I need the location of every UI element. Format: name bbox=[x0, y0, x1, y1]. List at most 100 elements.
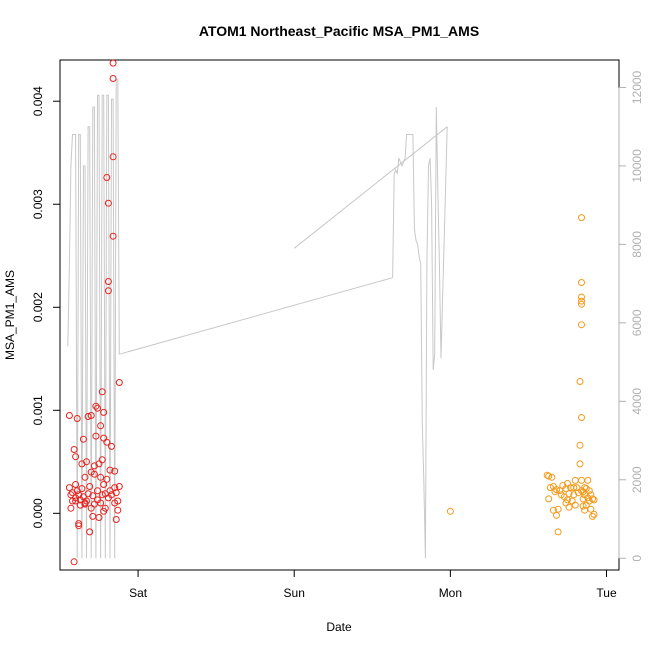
data-point bbox=[576, 460, 584, 468]
x-tick-label: Sun bbox=[284, 586, 305, 600]
y-tick-label: 0.004 bbox=[31, 86, 45, 116]
line-series-mon bbox=[293, 126, 448, 249]
data-point bbox=[112, 489, 120, 497]
data-point bbox=[104, 278, 112, 285]
data-point bbox=[578, 476, 585, 484]
data-point bbox=[86, 528, 94, 536]
data-point bbox=[83, 458, 90, 466]
data-point bbox=[589, 495, 596, 503]
data-point bbox=[570, 484, 578, 492]
y-right-tick-label: 4000 bbox=[630, 388, 644, 415]
y-right-tick-label: 8000 bbox=[630, 231, 644, 258]
data-point bbox=[578, 279, 585, 286]
x-tick-label: Tue bbox=[596, 586, 617, 600]
data-point bbox=[114, 497, 122, 505]
data-point bbox=[78, 485, 86, 493]
line-series-bridge bbox=[119, 277, 393, 355]
data-point bbox=[72, 453, 80, 461]
y-right-tick-label: 12000 bbox=[630, 70, 644, 104]
data-point bbox=[581, 506, 589, 514]
data-point bbox=[95, 514, 103, 521]
data-point bbox=[90, 500, 98, 508]
data-point bbox=[90, 470, 98, 478]
data-point bbox=[103, 174, 111, 181]
data-point bbox=[98, 491, 106, 499]
x-tick-label: Sat bbox=[129, 586, 148, 600]
y-right-tick-label: 6000 bbox=[630, 309, 644, 336]
x-tick-label: Mon bbox=[439, 586, 462, 600]
data-point bbox=[551, 488, 559, 496]
data-point bbox=[87, 412, 95, 419]
data-point bbox=[108, 442, 115, 450]
x-axis-label: Date bbox=[326, 620, 352, 634]
data-point bbox=[111, 484, 119, 492]
data-point bbox=[565, 490, 573, 498]
data-point bbox=[578, 300, 585, 308]
line-series-right bbox=[392, 107, 448, 559]
data-point bbox=[589, 512, 596, 520]
point-layer bbox=[65, 59, 598, 566]
data-point bbox=[578, 321, 585, 329]
data-point bbox=[571, 476, 579, 484]
data-point bbox=[70, 558, 78, 566]
data-point bbox=[549, 506, 557, 514]
data-point bbox=[576, 378, 584, 385]
data-point bbox=[79, 435, 87, 443]
data-point bbox=[579, 502, 587, 510]
data-point bbox=[72, 497, 80, 505]
data-point bbox=[578, 297, 585, 305]
data-point bbox=[97, 473, 105, 481]
y-right-tick-label: 2000 bbox=[630, 466, 644, 493]
y-tick-label: 0.000 bbox=[31, 498, 45, 528]
data-point bbox=[546, 484, 554, 492]
data-point bbox=[92, 432, 100, 440]
plot-frame bbox=[59, 59, 620, 571]
data-point bbox=[590, 510, 598, 518]
line-series-left bbox=[67, 79, 120, 559]
data-point bbox=[70, 446, 78, 453]
y-tick-label: 0.003 bbox=[31, 189, 45, 219]
data-point bbox=[100, 481, 108, 488]
data-point bbox=[553, 486, 560, 494]
data-point bbox=[585, 487, 593, 495]
data-point bbox=[81, 500, 89, 508]
data-point bbox=[67, 504, 75, 512]
data-point bbox=[579, 495, 587, 503]
data-point bbox=[578, 214, 585, 222]
data-point bbox=[548, 473, 556, 481]
data-point bbox=[554, 528, 562, 536]
y-axis-label: MSA_PM1_AMS bbox=[3, 270, 17, 360]
data-point bbox=[581, 484, 589, 492]
data-point bbox=[100, 408, 108, 416]
data-point bbox=[115, 379, 123, 386]
data-point bbox=[578, 414, 585, 421]
data-point bbox=[565, 503, 573, 511]
data-point bbox=[446, 507, 454, 515]
data-point bbox=[112, 516, 120, 523]
data-point bbox=[106, 466, 114, 474]
data-point bbox=[576, 441, 584, 449]
y-axis-right: 0 2000 4000 6000 8000 10000 12000 bbox=[618, 70, 644, 562]
data-point bbox=[67, 491, 75, 499]
data-point bbox=[584, 476, 592, 484]
data-point bbox=[65, 412, 73, 419]
data-point bbox=[72, 481, 80, 488]
data-point bbox=[545, 495, 553, 503]
data-point bbox=[106, 487, 114, 495]
data-point bbox=[97, 422, 105, 430]
data-point bbox=[109, 153, 117, 161]
data-point bbox=[90, 462, 98, 470]
data-point bbox=[104, 199, 112, 207]
y-right-tick-label: 10000 bbox=[630, 149, 644, 183]
data-point bbox=[81, 473, 89, 481]
data-point bbox=[100, 507, 108, 515]
data-point bbox=[103, 475, 111, 483]
x-axis: Sat Sun Mon Tue bbox=[129, 569, 617, 600]
data-point bbox=[94, 404, 101, 412]
data-point bbox=[75, 522, 83, 530]
data-point bbox=[104, 287, 112, 295]
y-right-tick-label: 0 bbox=[630, 555, 644, 562]
data-point bbox=[109, 59, 117, 67]
data-point bbox=[111, 467, 119, 475]
